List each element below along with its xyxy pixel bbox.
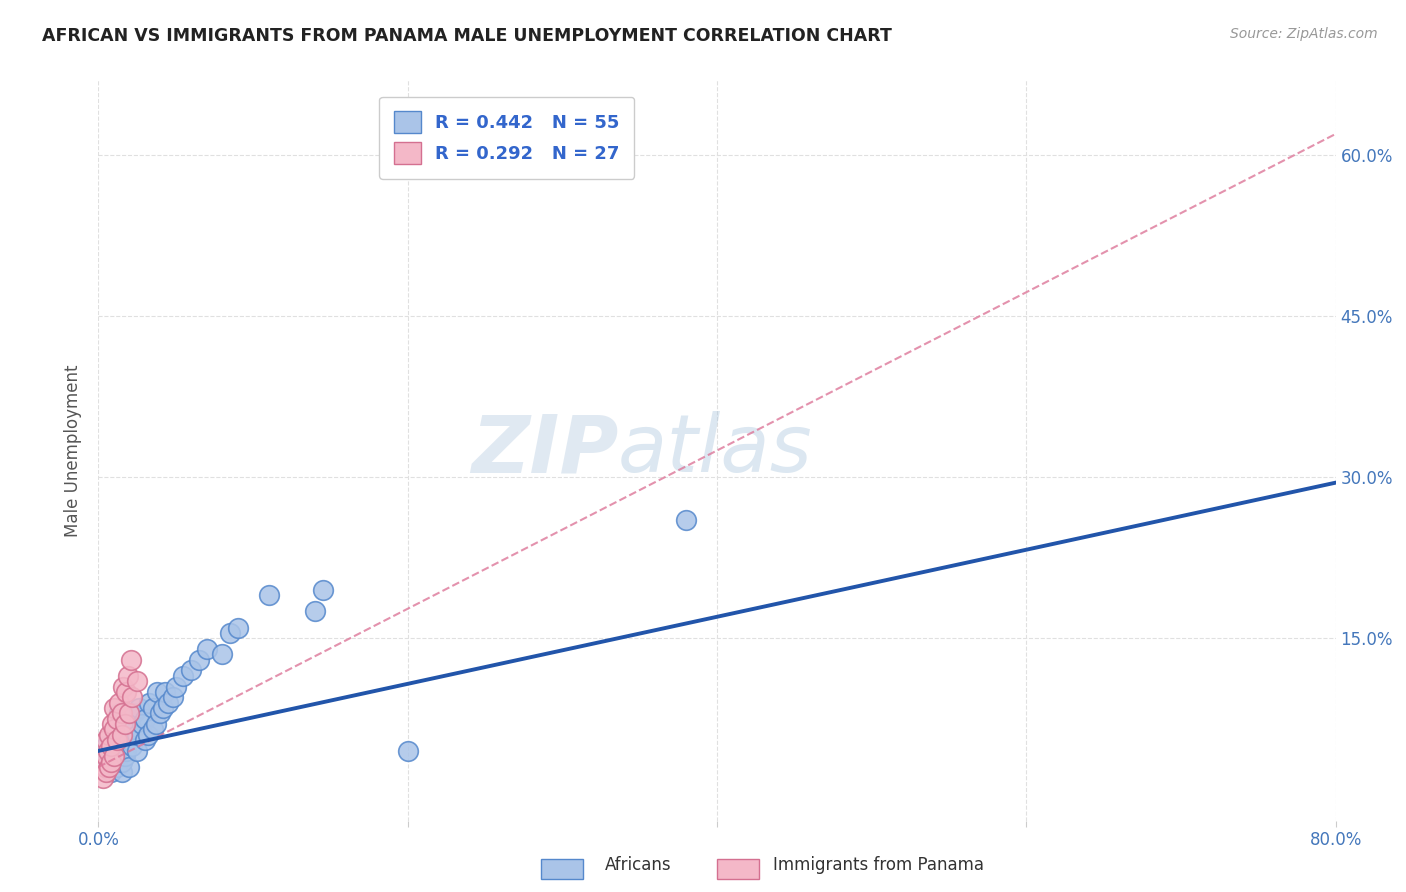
Point xyxy=(96,733,118,747)
Point xyxy=(121,690,143,705)
Point xyxy=(96,760,118,774)
Point xyxy=(312,582,335,597)
Point xyxy=(98,744,121,758)
Point xyxy=(115,744,138,758)
Point xyxy=(107,706,129,721)
Point xyxy=(138,696,160,710)
Point xyxy=(111,728,134,742)
Point xyxy=(211,648,233,662)
Point xyxy=(112,680,135,694)
Point xyxy=(96,739,118,753)
Point xyxy=(127,728,149,742)
Point xyxy=(103,733,125,747)
Point xyxy=(101,717,124,731)
Point xyxy=(145,717,167,731)
Point xyxy=(152,701,174,715)
Point xyxy=(105,733,128,747)
Point xyxy=(118,760,141,774)
Point xyxy=(96,765,118,780)
Point xyxy=(134,733,156,747)
Point xyxy=(97,744,120,758)
Point xyxy=(96,749,118,764)
Point xyxy=(115,717,138,731)
Point xyxy=(100,739,122,753)
Point xyxy=(157,696,180,710)
Point xyxy=(188,653,211,667)
Point xyxy=(118,706,141,721)
Point xyxy=(103,749,125,764)
Point xyxy=(219,625,242,640)
Legend: R = 0.442   N = 55, R = 0.292   N = 27: R = 0.442 N = 55, R = 0.292 N = 27 xyxy=(380,96,634,178)
Point xyxy=(93,760,115,774)
Point xyxy=(121,723,143,737)
Point xyxy=(396,744,419,758)
Point xyxy=(107,728,129,742)
Point xyxy=(180,664,202,678)
Point xyxy=(117,669,139,683)
Point xyxy=(173,669,195,683)
Point xyxy=(257,588,280,602)
Point xyxy=(111,706,134,721)
Point xyxy=(111,739,134,753)
Point xyxy=(98,755,121,769)
Point xyxy=(111,755,134,769)
Text: Source: ZipAtlas.com: Source: ZipAtlas.com xyxy=(1230,27,1378,41)
Point xyxy=(103,701,125,715)
Point xyxy=(128,701,150,715)
Point xyxy=(114,749,136,764)
Point xyxy=(96,749,118,764)
Text: atlas: atlas xyxy=(619,411,813,490)
Point xyxy=(112,728,135,742)
Point xyxy=(146,685,169,699)
Point xyxy=(195,642,218,657)
Point xyxy=(105,760,128,774)
Point xyxy=(122,706,145,721)
Point xyxy=(115,685,138,699)
Point xyxy=(118,733,141,747)
Point xyxy=(111,765,134,780)
Point xyxy=(443,148,465,162)
Point xyxy=(105,744,128,758)
Point xyxy=(142,701,165,715)
Point xyxy=(304,604,326,618)
Text: Immigrants from Panama: Immigrants from Panama xyxy=(773,855,984,873)
Point xyxy=(103,723,125,737)
Point xyxy=(100,755,122,769)
Point xyxy=(98,728,121,742)
Point xyxy=(100,765,122,780)
Point xyxy=(162,690,184,705)
Text: AFRICAN VS IMMIGRANTS FROM PANAMA MALE UNEMPLOYMENT CORRELATION CHART: AFRICAN VS IMMIGRANTS FROM PANAMA MALE U… xyxy=(42,27,891,45)
Point xyxy=(120,653,142,667)
Point xyxy=(134,712,156,726)
Text: ZIP: ZIP xyxy=(471,411,619,490)
Point xyxy=(149,706,172,721)
Point xyxy=(131,717,153,731)
Point xyxy=(136,728,159,742)
Point xyxy=(103,755,125,769)
Point xyxy=(121,739,143,753)
Point xyxy=(91,771,114,785)
Point xyxy=(165,680,187,694)
Point xyxy=(142,723,165,737)
Point xyxy=(127,674,149,689)
Point xyxy=(226,620,249,634)
Point xyxy=(114,717,136,731)
Text: Africans: Africans xyxy=(605,855,671,873)
Point xyxy=(105,712,128,726)
Y-axis label: Male Unemployment: Male Unemployment xyxy=(65,364,83,537)
Point xyxy=(98,760,121,774)
Point xyxy=(675,513,697,527)
Point xyxy=(107,696,129,710)
Point xyxy=(153,685,176,699)
Point xyxy=(127,744,149,758)
